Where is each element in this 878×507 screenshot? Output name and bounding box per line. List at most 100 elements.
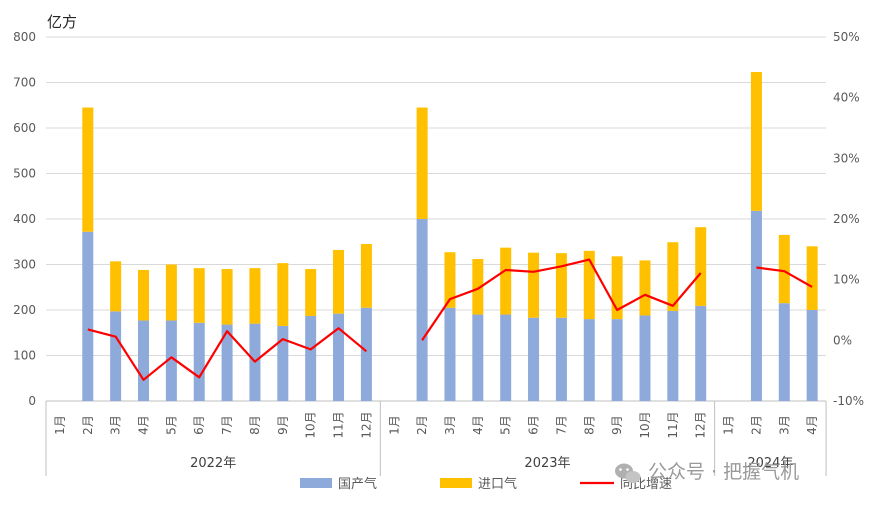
growth-line-segment (756, 266, 813, 288)
bar-import (360, 244, 372, 308)
bar-import (639, 260, 651, 316)
bar-import (555, 253, 567, 318)
month-label: 10月 (638, 411, 652, 438)
month-label: 3月 (109, 415, 123, 435)
bar-domestic (82, 231, 94, 401)
right-tick-label: 0% (833, 333, 852, 347)
bar-domestic (667, 310, 679, 401)
bar-import (249, 268, 261, 324)
bar-import (611, 256, 623, 320)
month-label: 6月 (527, 415, 541, 435)
bar-import (667, 242, 679, 311)
month-label: 11月 (666, 411, 680, 438)
month-label: 8月 (582, 415, 596, 435)
bar-import (82, 107, 94, 232)
legend-label-domestic: 国产气 (338, 476, 377, 492)
month-label: 5月 (499, 415, 513, 435)
bar-import (193, 268, 205, 323)
bar-import (165, 264, 177, 321)
bar-import (750, 72, 762, 211)
bar-import (695, 227, 707, 306)
left-tick-label: 500 (13, 167, 36, 181)
right-tick-label: 30% (833, 151, 860, 165)
bar-domestic (639, 315, 651, 401)
legend-swatch-import (440, 478, 472, 488)
x-axis: 1月 2月 3月 4月 5月 6月 7月 8月 9月 10月 11月 12月 2022年 1月 2月 3月 4月… (45, 401, 827, 476)
bar-domestic (193, 322, 205, 401)
bar-import (277, 263, 289, 326)
left-tick-label: 100 (13, 349, 36, 363)
gridlines (46, 36, 826, 402)
bar-domestic (138, 320, 150, 401)
month-label: 7月 (554, 415, 568, 435)
right-tick-label: 40% (833, 91, 860, 105)
month-label: 12月 (694, 411, 708, 438)
bar-domestic (277, 325, 289, 401)
year-label: 2024年 (747, 456, 793, 471)
month-label: 9月 (276, 415, 290, 435)
month-label: 4月 (137, 415, 151, 435)
bar-import (500, 247, 512, 315)
right-axis-ticks: -10% 0% 10% 20% 30% 40% 50% (833, 30, 864, 408)
month-label: 12月 (359, 411, 373, 438)
year-label: 2023年 (524, 456, 570, 471)
bar-domestic (110, 311, 122, 401)
legend-swatch-domestic (300, 478, 332, 488)
month-label: 1月 (722, 415, 736, 435)
bar-domestic (305, 315, 317, 401)
watermark: 公众号 · 把握气机 (615, 461, 799, 483)
year-label: 2022年 (190, 456, 236, 471)
month-label: 6月 (192, 415, 206, 435)
bar-domestic (444, 307, 456, 401)
bar-import (416, 107, 428, 219)
right-tick-label: 10% (833, 273, 860, 287)
left-tick-label: 300 (13, 258, 36, 272)
left-tick-label: 400 (13, 212, 36, 226)
month-label: 4月 (471, 415, 485, 435)
bar-import (138, 269, 150, 321)
bar-domestic (806, 310, 818, 401)
left-tick-label: 200 (13, 303, 36, 317)
month-label: 2月 (749, 415, 763, 435)
month-label: 2月 (415, 415, 429, 435)
bar-domestic (472, 314, 484, 401)
left-tick-label: 700 (13, 76, 36, 90)
growth-line (87, 258, 813, 381)
month-label: 4月 (805, 415, 819, 435)
right-tick-label: 50% (833, 30, 860, 44)
bar-domestic (778, 303, 790, 401)
right-tick-label: -10% (833, 394, 864, 408)
month-label: 3月 (443, 415, 457, 435)
bar-import (806, 246, 818, 310)
bar-import (444, 252, 456, 308)
bar-domestic (416, 219, 428, 401)
bar-import (778, 234, 790, 304)
bar-domestic (555, 317, 567, 401)
bar-domestic (333, 313, 345, 401)
legend: 国产气 进口气 同比增速 (300, 476, 672, 492)
month-label: 9月 (610, 415, 624, 435)
bar-domestic (500, 314, 512, 401)
left-tick-label: 600 (13, 121, 36, 135)
month-label: 11月 (332, 411, 346, 438)
bar-import (221, 269, 233, 325)
left-axis-ticks: 0 100 200 300 400 500 600 700 800 (13, 30, 36, 408)
month-label: 10月 (304, 411, 318, 438)
unit-label: 亿方 (47, 13, 77, 31)
bar-domestic (360, 307, 372, 401)
bar-import (110, 261, 122, 312)
bar-domestic (695, 305, 707, 401)
bar-domestic (583, 319, 595, 401)
bar-domestic (750, 210, 762, 401)
bar-import (305, 269, 317, 316)
bar-domestic (165, 320, 177, 401)
left-tick-label: 800 (13, 30, 36, 44)
growth-line-segment (87, 327, 368, 381)
month-label: 3月 (777, 415, 791, 435)
wechat-icon (615, 463, 641, 483)
bar-domestic (221, 324, 233, 401)
month-label: 7月 (220, 415, 234, 435)
bar-import (528, 252, 540, 318)
bar-import (472, 259, 484, 315)
